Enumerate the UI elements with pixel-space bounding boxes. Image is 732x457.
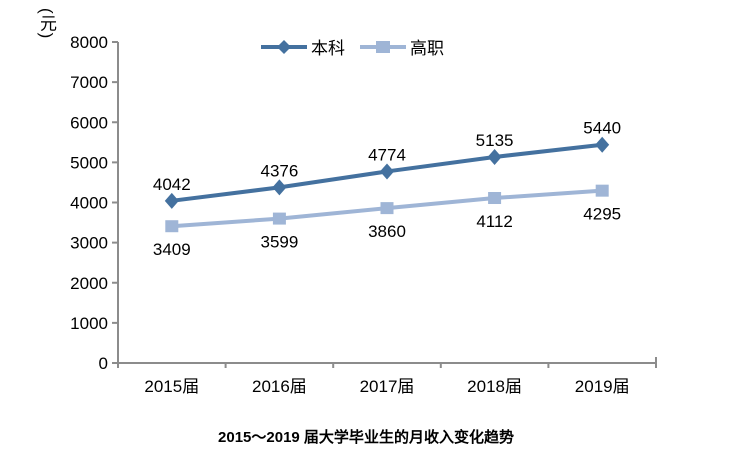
y-tick-label: 8000: [70, 33, 108, 52]
data-label: 3409: [153, 240, 191, 259]
data-label: 4376: [260, 161, 298, 180]
data-label: 3599: [260, 233, 298, 252]
y-tick-label: 1000: [70, 314, 108, 333]
y-tick-label: 5000: [70, 153, 108, 172]
legend-item-0: 本科: [260, 34, 345, 59]
x-category-label: 2018届: [467, 377, 522, 396]
x-category-label: 2019届: [575, 377, 630, 396]
y-axis-unit-label: (元): [37, 8, 56, 40]
x-category-label: 2016届: [252, 377, 307, 396]
series-1-marker-square: [165, 220, 179, 233]
x-category-label: 2015届: [144, 377, 199, 396]
data-label: 5440: [583, 119, 621, 138]
y-tick-label: 4000: [70, 194, 108, 213]
legend-label: 本科: [311, 39, 345, 58]
data-label: 3860: [368, 222, 406, 241]
legend: 本科 高职: [260, 34, 444, 59]
legend-key-diamond-icon: [261, 39, 307, 54]
data-label: 5135: [476, 131, 514, 150]
series-1-marker-square: [380, 202, 394, 215]
series-0-marker-diamond: [272, 179, 287, 196]
series-0-marker-diamond: [487, 148, 502, 165]
x-category-label: 2017届: [360, 377, 415, 396]
legend-label: 高职: [410, 39, 444, 58]
y-tick-label: 2000: [70, 274, 108, 293]
series-1-marker-square: [595, 184, 609, 197]
data-label: 4112: [476, 212, 513, 231]
data-label: 4042: [153, 175, 191, 194]
data-label: 4295: [583, 205, 621, 224]
legend-item-1: 高职: [359, 34, 444, 59]
y-tick-label: 0: [99, 354, 108, 373]
series-1-marker-square: [488, 192, 502, 205]
series-1-marker-square: [272, 212, 286, 225]
chart-title: 2015～2019 届大学毕业生的月收入变化趋势: [218, 429, 514, 446]
series-0-marker-diamond: [595, 136, 610, 153]
series-0-marker-diamond: [380, 163, 394, 180]
legend-key-square-icon: [360, 40, 406, 53]
y-tick-label: 7000: [70, 73, 108, 92]
data-label: 4774: [368, 145, 406, 164]
y-tick-label: 6000: [70, 113, 108, 132]
series-0-marker-diamond: [164, 192, 179, 209]
y-tick-label: 3000: [70, 234, 108, 253]
